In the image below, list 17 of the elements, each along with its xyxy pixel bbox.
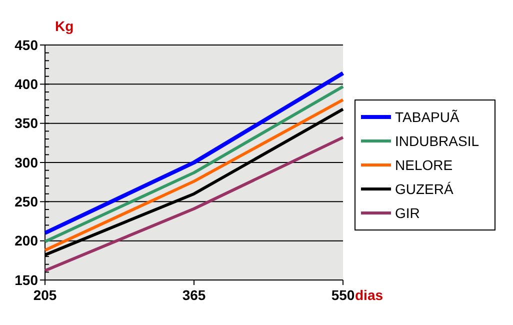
legend-label: GIR <box>395 204 420 221</box>
y-tick-label: 350 <box>14 115 38 132</box>
legend-label: GUZERÁ <box>395 180 454 197</box>
y-tick-label: 150 <box>14 272 38 288</box>
y-axis-title: Kg <box>55 18 74 34</box>
y-tick-label: 200 <box>14 232 38 249</box>
x-tick-label: 205 <box>33 287 57 303</box>
y-tick-label: 300 <box>14 154 38 170</box>
y-tick-label: 400 <box>14 76 38 92</box>
y-tick-label: 450 <box>14 36 38 53</box>
x-tick-label: 550 <box>331 287 355 303</box>
legend-label: TABAPUÃ <box>395 108 460 125</box>
legend-label: NELORE <box>395 156 453 173</box>
x-axis-title: dias <box>355 287 384 303</box>
legend-label: INDUBRASIL <box>395 132 480 149</box>
x-tick-label: 365 <box>182 287 206 303</box>
y-tick-label: 250 <box>14 194 38 210</box>
